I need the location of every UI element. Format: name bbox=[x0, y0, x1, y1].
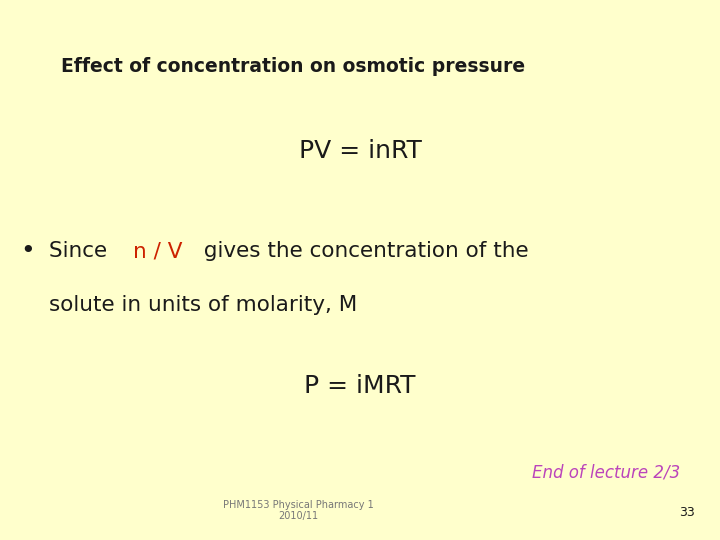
Text: 33: 33 bbox=[679, 507, 695, 519]
Text: PV = inRT: PV = inRT bbox=[299, 139, 421, 163]
Text: n / V: n / V bbox=[132, 241, 182, 261]
Text: PHM1153 Physical Pharmacy 1
2010/11: PHM1153 Physical Pharmacy 1 2010/11 bbox=[223, 500, 374, 521]
Text: solute in units of molarity, M: solute in units of molarity, M bbox=[49, 295, 357, 315]
Text: •: • bbox=[20, 239, 35, 263]
Text: End of lecture 2/3: End of lecture 2/3 bbox=[532, 463, 680, 482]
Text: P = iMRT: P = iMRT bbox=[305, 374, 415, 398]
Text: gives the concentration of the: gives the concentration of the bbox=[197, 241, 528, 261]
Text: Effect of concentration on osmotic pressure: Effect of concentration on osmotic press… bbox=[61, 57, 526, 76]
Text: Since: Since bbox=[49, 241, 114, 261]
